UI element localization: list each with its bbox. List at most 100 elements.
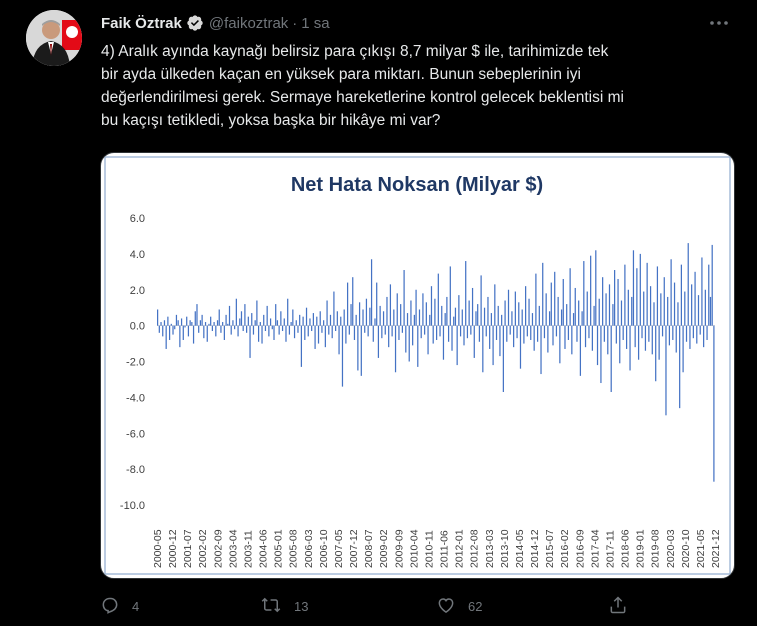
tweet-text: 4) Aralık ayında kaynağı belirsiz para ç… — [101, 40, 731, 132]
bar — [584, 325, 587, 348]
x-tick-label: 2014-12 — [529, 529, 541, 568]
x-tick-label: 2018-06 — [620, 529, 632, 568]
more-icon[interactable] — [706, 12, 732, 34]
action-bar: 4 13 62 — [100, 594, 740, 618]
bar — [413, 314, 415, 326]
bar — [391, 325, 393, 337]
bar — [417, 325, 419, 367]
bar — [281, 325, 284, 332]
bar — [377, 325, 380, 358]
bar — [655, 325, 657, 382]
bar — [271, 325, 273, 330]
bar — [566, 304, 568, 326]
x-tick-label: 2009-02 — [378, 529, 390, 568]
bar — [625, 325, 628, 349]
tweet-media-chart[interactable]: Net Hata Noksan (Milyar $) 6.0 4.0 2.0 0.0 -… — [100, 152, 735, 579]
bar — [382, 311, 385, 326]
bar — [341, 325, 344, 387]
bar — [586, 291, 588, 326]
reply-button[interactable]: 4 — [100, 594, 139, 618]
tweet-text-line: değerlendirilmesi gerek. Sermaye hareket… — [101, 89, 624, 106]
bar — [627, 289, 629, 326]
bar — [548, 311, 551, 326]
bar — [477, 304, 479, 326]
bar — [259, 322, 261, 326]
bar — [175, 314, 178, 326]
bar — [667, 296, 669, 326]
bar — [242, 325, 244, 332]
bar — [297, 325, 299, 333]
bar — [709, 296, 712, 326]
bar — [237, 325, 239, 337]
bar — [644, 325, 647, 351]
like-button[interactable]: 62 — [436, 594, 482, 618]
bar — [572, 313, 575, 326]
bar — [427, 325, 429, 355]
bar — [302, 316, 304, 326]
bar — [447, 325, 450, 342]
bar — [251, 313, 253, 326]
avatar[interactable] — [26, 10, 82, 66]
bar — [358, 302, 361, 326]
bar — [591, 325, 593, 351]
bar — [295, 320, 297, 326]
share-button[interactable] — [608, 594, 628, 618]
bar — [355, 314, 357, 326]
bar — [204, 322, 207, 326]
bar — [706, 325, 708, 340]
bar — [323, 320, 325, 326]
bar — [691, 284, 693, 326]
bar — [405, 325, 407, 353]
x-tick-label: 2016-09 — [574, 529, 586, 568]
bar — [283, 318, 285, 326]
x-tick-label: 2005-08 — [288, 529, 300, 568]
bar — [290, 322, 292, 326]
bar — [388, 325, 390, 348]
x-tick-label: 2001-07 — [182, 529, 194, 568]
bar — [418, 309, 421, 326]
bar — [206, 325, 208, 342]
bar — [581, 311, 583, 326]
x-tick-label: 2004-06 — [258, 529, 270, 568]
bar — [588, 325, 590, 339]
y-tick-label: -8.0 — [126, 464, 145, 476]
tweet-text-line: bu kaçışı tetikledi, yoksa başka bir hik… — [101, 112, 441, 129]
bar — [160, 322, 162, 326]
bar — [367, 325, 369, 337]
bar — [220, 325, 222, 333]
x-tick-label: 2010-11 — [424, 530, 436, 568]
bar — [232, 320, 234, 326]
bar — [215, 325, 217, 337]
author-handle[interactable]: @faikoztrak — [208, 14, 289, 32]
bar — [396, 293, 398, 326]
bar — [441, 305, 443, 326]
bar — [381, 325, 383, 339]
bar — [424, 325, 426, 335]
timestamp[interactable]: 1 sa — [301, 14, 330, 32]
bar — [198, 325, 200, 333]
bar — [163, 320, 166, 326]
x-tick-label: 2020-10 — [680, 529, 692, 568]
bar — [545, 293, 547, 326]
bar — [713, 325, 715, 482]
bar — [157, 309, 159, 326]
bar — [612, 304, 614, 326]
bar — [328, 325, 330, 335]
bar — [703, 325, 705, 348]
bar — [641, 325, 643, 339]
bar — [386, 296, 388, 326]
bar — [518, 302, 520, 326]
bar — [406, 313, 409, 326]
x-tick-label: 2006-10 — [318, 529, 330, 568]
author-name[interactable]: Faik Öztrak — [101, 14, 182, 32]
bar — [317, 325, 320, 344]
x-tick-label: 2015-07 — [544, 529, 556, 568]
bar — [227, 323, 229, 326]
bar — [307, 325, 309, 337]
bar — [661, 325, 664, 337]
bar — [653, 302, 655, 326]
bar — [439, 325, 441, 337]
bar — [430, 286, 433, 326]
retweet-button[interactable]: 13 — [260, 594, 308, 618]
bar — [398, 325, 400, 340]
